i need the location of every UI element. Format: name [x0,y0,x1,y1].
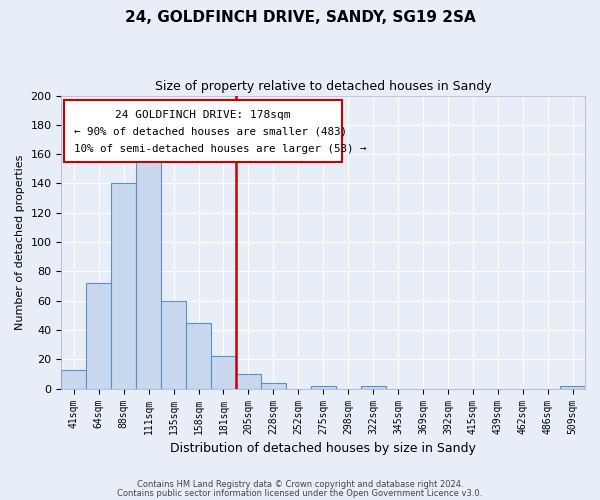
Y-axis label: Number of detached properties: Number of detached properties [15,154,25,330]
Bar [261,383,286,388]
Bar [136,147,161,388]
X-axis label: Distribution of detached houses by size in Sandy: Distribution of detached houses by size … [170,442,476,455]
Bar [211,356,236,388]
Bar [560,386,585,388]
Text: Contains HM Land Registry data © Crown copyright and database right 2024.: Contains HM Land Registry data © Crown c… [137,480,463,489]
Title: Size of property relative to detached houses in Sandy: Size of property relative to detached ho… [155,80,491,93]
Bar [161,301,186,388]
FancyBboxPatch shape [64,100,341,162]
Text: 24 GOLDFINCH DRIVE: 178sqm: 24 GOLDFINCH DRIVE: 178sqm [115,110,290,120]
Bar [61,370,86,388]
Bar [186,322,211,388]
Bar [111,184,136,388]
Bar [361,386,386,388]
Bar [311,386,335,388]
Text: 24, GOLDFINCH DRIVE, SANDY, SG19 2SA: 24, GOLDFINCH DRIVE, SANDY, SG19 2SA [125,10,475,25]
Bar [236,374,261,388]
Text: ← 90% of detached houses are smaller (483): ← 90% of detached houses are smaller (48… [74,126,347,136]
Text: 10% of semi-detached houses are larger (53) →: 10% of semi-detached houses are larger (… [74,144,367,154]
Text: Contains public sector information licensed under the Open Government Licence v3: Contains public sector information licen… [118,488,482,498]
Bar [86,283,111,389]
